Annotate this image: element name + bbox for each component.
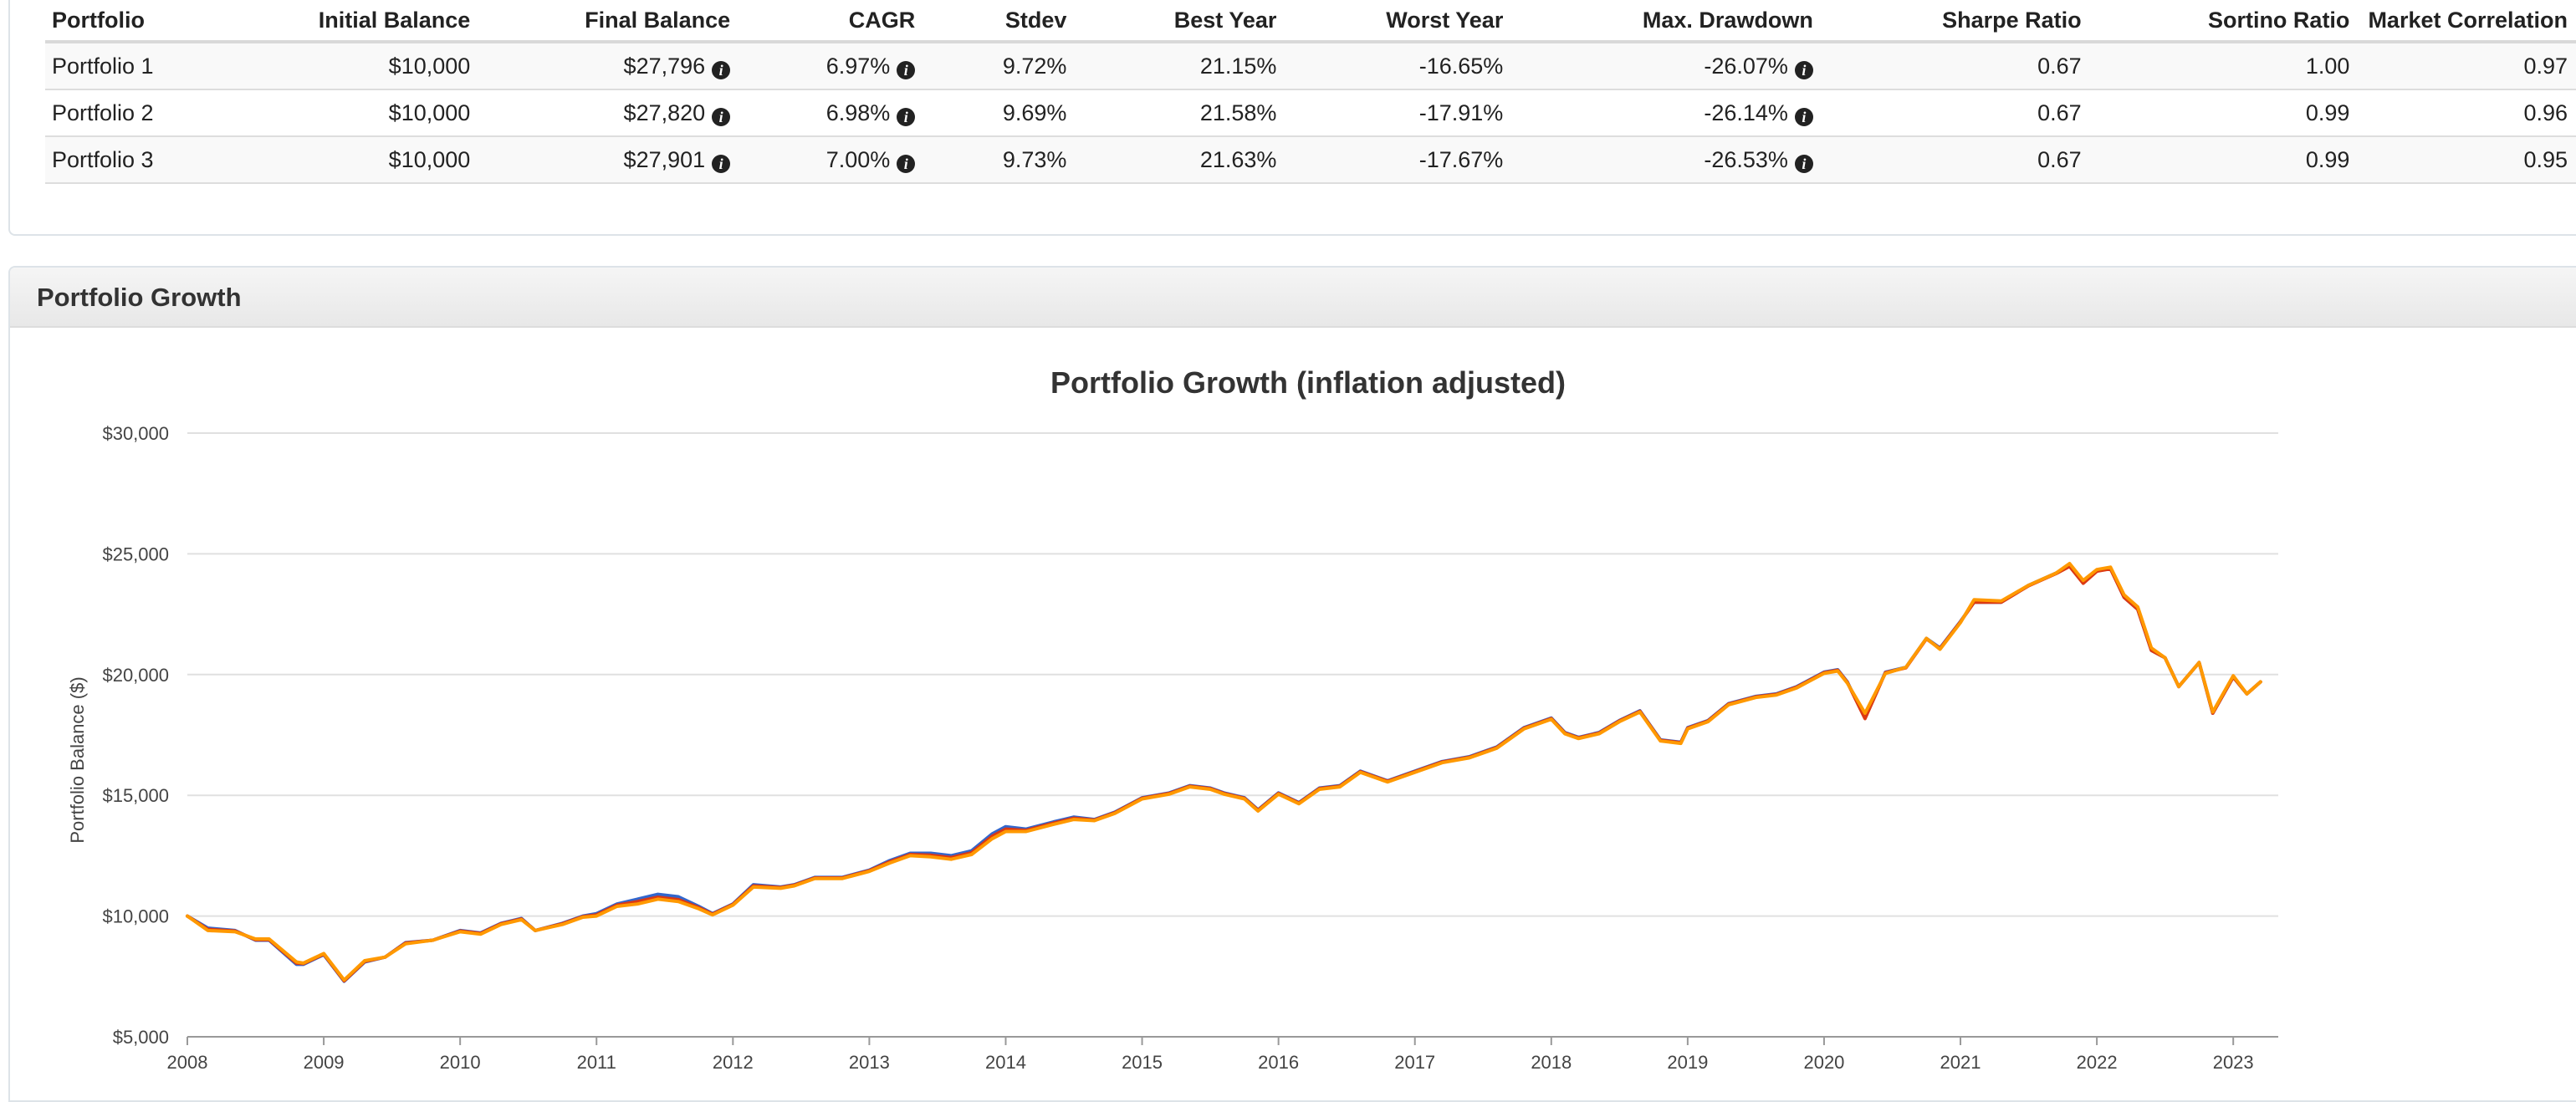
best-year: 21.15%: [1078, 42, 1289, 90]
column-header[interactable]: CAGR: [742, 0, 928, 43]
y-tick-label: $20,000: [102, 665, 169, 686]
y-tick-label: $25,000: [102, 543, 169, 564]
info-circle-icon[interactable]: i: [897, 60, 916, 79]
panel-heading: Portfolio Growth: [10, 268, 2576, 328]
final-balance-cell: $27,820 i: [482, 89, 743, 137]
portfolio-growth-panel: Portfolio Growth Portfolio Growth (infla…: [8, 266, 2576, 1102]
y-tick-label: $15,000: [102, 785, 169, 806]
table-row: Portfolio 3 $10,000 $27,901 i 7.00% i 9.73…: [45, 136, 2576, 184]
max-drawdown: -26.14%: [1704, 99, 1788, 125]
x-tick-label: 2008: [167, 1052, 208, 1073]
worst-year: -17.91%: [1288, 89, 1515, 137]
cagr: 7.00%: [825, 146, 891, 172]
sharpe-ratio: 0.67: [1824, 89, 2093, 137]
max-drawdown-cell: -26.07% i: [1515, 42, 1825, 90]
sortino-ratio: 0.99: [2093, 136, 2362, 184]
x-tick-label: 2015: [1122, 1052, 1163, 1073]
best-year: 21.63%: [1078, 136, 1289, 184]
max-drawdown: -26.07%: [1704, 53, 1788, 79]
portfolio-growth-chart[interactable]: Portfolio Growth (inflation adjusted) $5,…: [10, 268, 2576, 1087]
column-header[interactable]: Worst Year: [1288, 0, 1515, 43]
x-tick-label: 2017: [1394, 1052, 1435, 1073]
table-header-row: Portfolio Initial Balance Final Balance …: [45, 0, 2576, 43]
final-balance: $27,820: [623, 99, 706, 125]
sharpe-ratio: 0.67: [1824, 136, 2093, 184]
column-header[interactable]: Initial Balance: [254, 0, 483, 43]
chart-title: Portfolio Growth (inflation adjusted): [1050, 365, 1566, 400]
sortino-ratio: 0.99: [2093, 89, 2362, 137]
final-balance-cell: $27,796 i: [482, 42, 743, 90]
best-year: 21.58%: [1078, 89, 1289, 137]
info-circle-icon[interactable]: i: [1794, 154, 1813, 173]
cagr: 6.97%: [825, 53, 891, 79]
max-drawdown: -26.53%: [1704, 146, 1788, 172]
portfolio-name: Portfolio 1: [45, 42, 255, 90]
cagr-cell: 6.98% i: [742, 89, 928, 137]
x-tick-label: 2018: [1531, 1052, 1572, 1073]
x-tick-label: 2011: [577, 1052, 616, 1073]
x-tick-label: 2010: [440, 1052, 481, 1073]
x-tick-label: 2013: [849, 1052, 890, 1073]
final-balance-cell: $27,901 i: [482, 136, 743, 184]
initial-balance: $10,000: [254, 42, 483, 90]
column-header[interactable]: Sortino Ratio: [2093, 0, 2362, 43]
info-circle-icon[interactable]: i: [1794, 107, 1813, 126]
info-circle-icon[interactable]: i: [897, 107, 916, 126]
final-balance: $27,796: [623, 53, 706, 79]
info-circle-icon[interactable]: i: [712, 154, 731, 173]
x-tick-label: 2021: [1940, 1052, 1981, 1073]
stdev: 9.73%: [927, 136, 1079, 184]
x-tick-label: 2023: [2213, 1052, 2254, 1073]
statistics-table: Portfolio Initial Balance Final Balance …: [45, 0, 2576, 184]
max-drawdown-cell: -26.14% i: [1515, 89, 1825, 137]
x-tick-label: 2016: [1258, 1052, 1299, 1073]
cagr: 6.98%: [825, 99, 891, 125]
market-correlation: 0.96: [2361, 89, 2576, 137]
column-header[interactable]: Portfolio: [45, 0, 255, 43]
y-tick-label: $5,000: [113, 1027, 169, 1048]
cagr-cell: 7.00% i: [742, 136, 928, 184]
series-line-2: [186, 564, 2262, 982]
x-tick-label: 2020: [1803, 1052, 1844, 1073]
column-header[interactable]: Market Correlation: [2361, 0, 2576, 43]
panel-title: Portfolio Growth: [37, 283, 242, 312]
table-row: Portfolio 1 $10,000 $27,796 i 6.97% i 9.72…: [45, 42, 2576, 90]
x-tick-label: 2009: [304, 1052, 345, 1073]
initial-balance: $10,000: [254, 136, 483, 184]
max-drawdown-cell: -26.53% i: [1515, 136, 1825, 184]
info-circle-icon[interactable]: i: [712, 60, 731, 79]
worst-year: -17.67%: [1288, 136, 1515, 184]
column-header[interactable]: Final Balance: [482, 0, 743, 43]
stdev: 9.72%: [927, 42, 1079, 90]
portfolio-name: Portfolio 2: [45, 89, 255, 137]
initial-balance: $10,000: [254, 89, 483, 137]
portfolio-name: Portfolio 3: [45, 136, 255, 184]
x-tick-label: 2019: [1667, 1052, 1708, 1073]
info-circle-icon[interactable]: i: [712, 107, 731, 126]
series-line-3: [186, 562, 2262, 982]
cagr-cell: 6.97% i: [742, 42, 928, 90]
worst-year: -16.65%: [1288, 42, 1515, 90]
stdev: 9.69%: [927, 89, 1079, 137]
x-tick-label: 2014: [985, 1052, 1026, 1073]
y-tick-label: $30,000: [102, 423, 169, 444]
column-header[interactable]: Best Year: [1078, 0, 1289, 43]
info-circle-icon[interactable]: i: [897, 154, 916, 173]
series-line-1: [186, 564, 2262, 983]
y-axis-label: Portfolio Balance ($): [67, 676, 88, 843]
statistics-card: Portfolio Initial Balance Final Balance …: [8, 0, 2576, 236]
x-tick-label: 2012: [713, 1052, 754, 1073]
table-row: Portfolio 2 $10,000 $27,820 i 6.98% i 9.69…: [45, 89, 2576, 137]
column-header[interactable]: Max. Drawdown: [1515, 0, 1825, 43]
sharpe-ratio: 0.67: [1824, 42, 2093, 90]
sortino-ratio: 1.00: [2093, 42, 2362, 90]
x-tick-label: 2022: [2077, 1052, 2118, 1073]
column-header[interactable]: Sharpe Ratio: [1824, 0, 2093, 43]
final-balance: $27,901: [623, 146, 706, 172]
market-correlation: 0.97: [2361, 42, 2576, 90]
column-header[interactable]: Stdev: [927, 0, 1079, 43]
info-circle-icon[interactable]: i: [1794, 60, 1813, 79]
market-correlation: 0.95: [2361, 136, 2576, 184]
y-tick-label: $10,000: [102, 906, 169, 927]
